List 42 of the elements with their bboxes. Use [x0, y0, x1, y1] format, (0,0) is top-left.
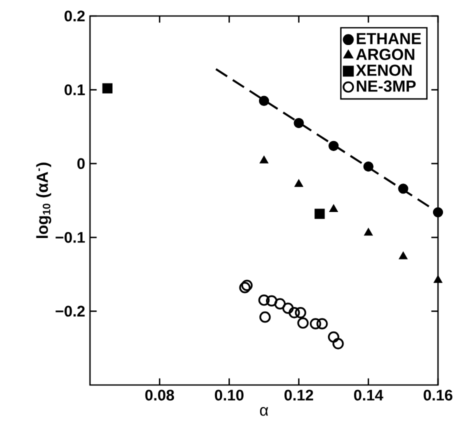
x-tick-label: 0.08 — [145, 390, 174, 401]
x-tick-label: 0.12 — [284, 390, 314, 401]
point — [294, 118, 304, 128]
point — [310, 318, 322, 330]
point — [329, 204, 338, 212]
point — [363, 161, 374, 172]
point — [294, 179, 304, 187]
point — [434, 275, 442, 283]
point — [258, 294, 270, 306]
point — [364, 228, 373, 236]
x-axis-title: α — [260, 407, 268, 416]
y-tick-label: −0.1 — [56, 232, 85, 243]
point — [274, 298, 286, 310]
legend-label: ETHANE — [356, 33, 421, 44]
point — [258, 96, 270, 106]
y-tick-label: 0.1 — [64, 84, 85, 96]
point — [102, 83, 112, 94]
x-tick-label: 0.10 — [214, 390, 244, 401]
point — [259, 311, 271, 323]
legend-label: NE-3MP — [356, 80, 416, 92]
point — [328, 331, 340, 343]
point — [398, 184, 408, 194]
x-tick-label: 0.16 — [424, 390, 452, 401]
point — [288, 307, 300, 318]
point — [282, 302, 294, 314]
point — [294, 307, 306, 318]
y-tick-label: 0 — [77, 158, 85, 170]
point — [398, 252, 408, 260]
y-tick-label: −0.2 — [56, 306, 85, 317]
point — [432, 207, 444, 218]
y-tick-label: 0.2 — [64, 10, 85, 22]
point — [332, 338, 344, 350]
legend-label: XENON — [356, 64, 412, 76]
point — [297, 317, 309, 329]
x-tick-label: 0.14 — [354, 390, 384, 401]
text: log$_{10}$ (αA$^{-}$) — [36, 162, 52, 238]
point — [314, 208, 325, 219]
point — [328, 140, 339, 151]
point — [266, 295, 278, 307]
point — [316, 318, 328, 330]
point — [260, 156, 268, 164]
legend-label: ARGON — [356, 48, 414, 60]
